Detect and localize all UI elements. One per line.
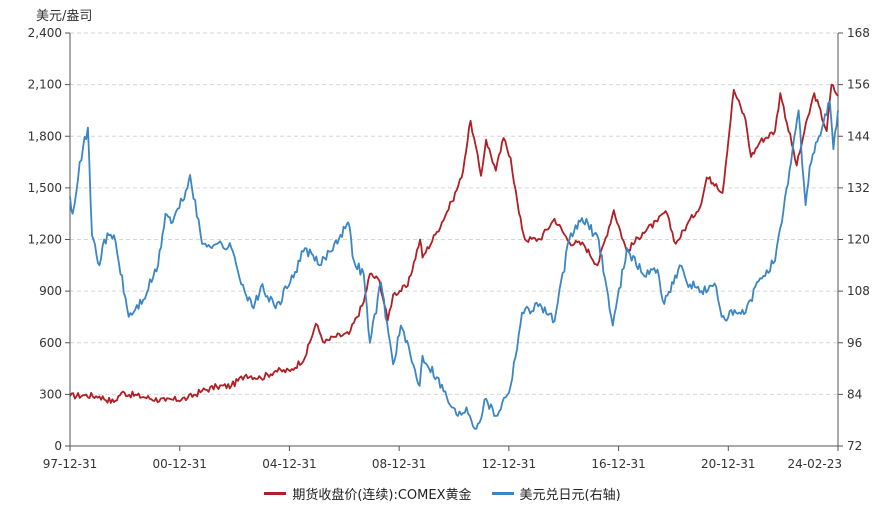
y-left-tick-label: 600: [39, 336, 62, 350]
series-line-0: [69, 83, 839, 404]
y-right-tick-label: 120: [847, 233, 870, 247]
series-line-1: [69, 100, 839, 430]
series-layer: [69, 83, 839, 430]
x-tick-label: 16-12-31: [591, 457, 645, 471]
y-left-tick-label: 300: [39, 387, 62, 401]
y-left-tick-label: 1,500: [28, 181, 62, 195]
x-tick-label: 97-12-31: [43, 457, 97, 471]
x-tick-label: 12-12-31: [482, 457, 536, 471]
y-right-tick-label: 72: [847, 439, 862, 453]
x-tick-label: 20-12-31: [701, 457, 755, 471]
legend-item-gold[interactable]: 期货收盘价(连续):COMEX黄金: [264, 484, 472, 503]
y-left-tick-label: 2,100: [28, 78, 62, 92]
y-left-tick-label: 0: [54, 439, 62, 453]
legend-label-gold: 期货收盘价(连续):COMEX黄金: [292, 488, 472, 503]
x-tick-label: 24-02-23: [788, 457, 842, 471]
x-tick-label: 00-12-31: [152, 457, 206, 471]
x-tick-label: 08-12-31: [372, 457, 426, 471]
x-tick-label: 04-12-31: [262, 457, 316, 471]
legend-swatch-usdjpy: [491, 492, 514, 495]
legend-label-usdjpy: 美元兑日元(右轴): [519, 488, 621, 503]
y-right-tick-label: 144: [847, 129, 870, 143]
y-left-tick-label: 900: [39, 284, 62, 298]
y-left-tick-label: 1,200: [28, 233, 62, 247]
y-right-tick-label: 84: [847, 387, 862, 401]
legend-item-usdjpy[interactable]: 美元兑日元(右轴): [491, 484, 621, 503]
y-right-tick-label: 156: [847, 78, 870, 92]
y-left-tick-label: 2,400: [28, 26, 62, 40]
legend: 期货收盘价(连续):COMEX黄金 美元兑日元(右轴): [0, 484, 885, 503]
y-right-tick-label: 108: [847, 284, 870, 298]
y-right-tick-label: 168: [847, 26, 870, 40]
axes: 0 300 600 900 1,200 1,500 1,800 2,100 2,400 72 84 9…: [28, 26, 870, 471]
grid: [70, 32, 838, 395]
y-left-tick-label: 1,800: [28, 129, 62, 143]
y-right-tick-label: 96: [847, 336, 862, 350]
y-left-unit-label: 美元/盎司: [36, 9, 92, 24]
y-right-tick-label: 132: [847, 181, 870, 195]
legend-swatch-gold: [264, 492, 287, 495]
